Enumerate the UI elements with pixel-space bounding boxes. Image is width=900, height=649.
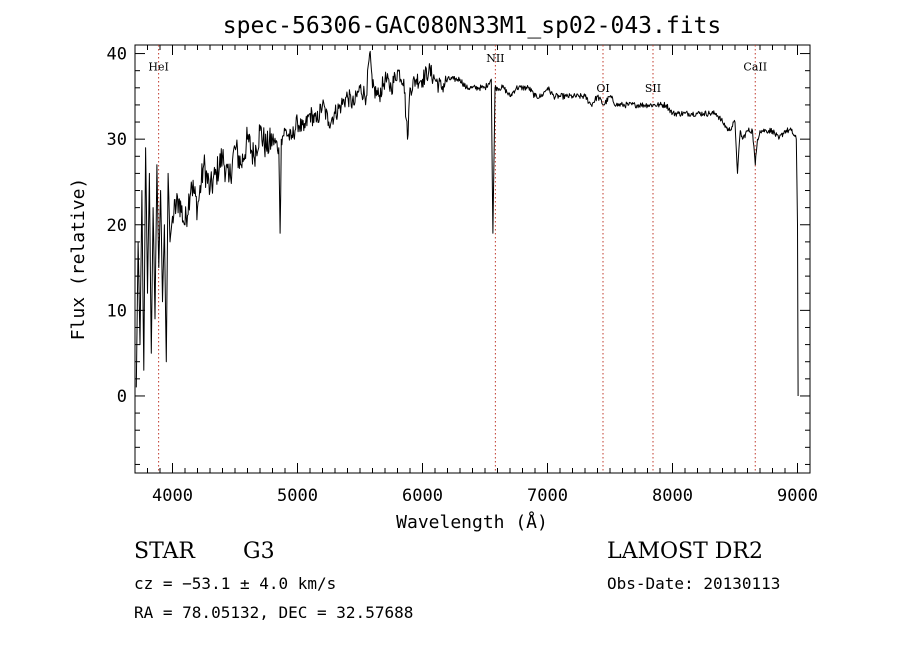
y-tick-label: 20 <box>107 216 127 236</box>
survey-name: LAMOST DR2 <box>607 539 763 564</box>
x-tick-label: 5000 <box>277 486 318 506</box>
line-label-caii: CaII <box>743 61 767 74</box>
x-tick-label: 4000 <box>152 486 193 506</box>
spectrum-chart: spec-56306-GAC080N33M1_sp02-043.fits 400… <box>68 13 818 533</box>
y-tick-label: 10 <box>107 301 127 321</box>
x-tick-label: 8000 <box>652 486 693 506</box>
x-axis: 4000 5000 6000 7000 8000 9000 <box>152 45 818 506</box>
ra-dec: RA = 78.05132, DEC = 32.57688 <box>134 603 414 622</box>
x-axis-label: Wavelength (Å) <box>396 511 548 533</box>
y-tick-label: 40 <box>107 45 127 65</box>
chart-title: spec-56306-GAC080N33M1_sp02-043.fits <box>223 13 722 39</box>
x-tick-label: 6000 <box>402 486 443 506</box>
x-tick-label: 7000 <box>527 486 568 506</box>
line-label-nii: NII <box>486 52 504 65</box>
line-label-sii: SII <box>645 82 661 95</box>
minor-ticks <box>135 45 811 473</box>
y-axis: 0 10 20 30 40 <box>107 45 810 407</box>
spectrum-line <box>135 50 799 397</box>
spectral-subclass: G3 <box>243 539 275 564</box>
y-axis-label: Flux (relative) <box>68 178 89 341</box>
observation-date: Obs-Date: 20130113 <box>607 574 781 593</box>
y-tick-label: 30 <box>107 130 127 150</box>
plot-frame <box>134 44 811 474</box>
line-label-oi: OI <box>596 82 609 95</box>
y-tick-label: 0 <box>117 387 127 407</box>
line-label-hei: HeI <box>148 61 168 74</box>
x-tick-label: 9000 <box>777 486 818 506</box>
redshift-cz: cz = −53.1 ± 4.0 km/s <box>134 574 337 593</box>
spectral-line-markers: HeI NII OI SII CaII <box>148 45 767 473</box>
object-type: STAR <box>134 539 195 564</box>
